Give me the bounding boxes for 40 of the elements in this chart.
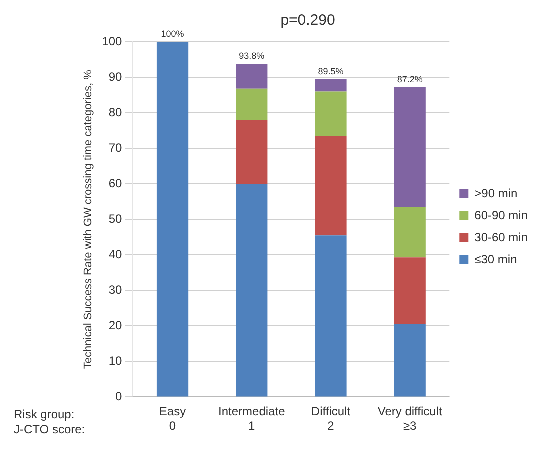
y-tick-label: 30	[108, 282, 123, 297]
total-label: 100%	[161, 28, 184, 39]
bar	[315, 92, 347, 136]
y-tick-label: 100	[102, 34, 123, 48]
x-tick-label: Intermediate 1	[218, 404, 286, 434]
bar	[394, 87, 426, 208]
bar	[236, 120, 268, 184]
y-tick-label: 70	[108, 140, 123, 155]
y-tick-label: 10	[108, 354, 123, 368]
bar	[236, 184, 268, 397]
x-tick-label: Very difficult ≥3	[378, 404, 443, 434]
bar	[156, 42, 189, 397]
text: J-CTO score:	[14, 422, 86, 437]
total-label: 89.5%	[318, 66, 344, 76]
y-tick-label: 20	[108, 318, 123, 332]
y-tick-label: 60	[108, 176, 123, 190]
bar	[315, 136, 347, 236]
x-tick-label: Difficult 2	[311, 404, 352, 434]
y-axis-title: Technical Success Rate with GW crossing time categories, %	[82, 70, 95, 370]
legend-label: >90 min	[474, 186, 518, 200]
y-tick-label: 90	[108, 70, 123, 84]
text: Risk group:	[14, 408, 75, 422]
bar	[315, 79, 347, 92]
bar	[394, 258, 426, 324]
total-label: 93.8%	[239, 51, 265, 62]
chart-title: p=0.290	[280, 12, 336, 30]
bar	[315, 236, 347, 397]
legend-label: 60-90 min	[474, 208, 528, 222]
x-tick-label: Easy 0	[159, 404, 186, 434]
bar	[236, 88, 268, 120]
y-tick-label: 40	[108, 247, 123, 262]
bar	[236, 64, 268, 89]
y-tick-label: 80	[108, 105, 123, 120]
y-tick-label: 50	[108, 212, 123, 226]
y-tick-label: 0	[116, 390, 123, 404]
bar	[394, 324, 426, 397]
legend-label: ≤30 min	[474, 252, 518, 266]
legend-label: 30-60 min	[474, 230, 528, 244]
bar	[394, 207, 426, 258]
total-label: 87.2%	[397, 74, 423, 84]
